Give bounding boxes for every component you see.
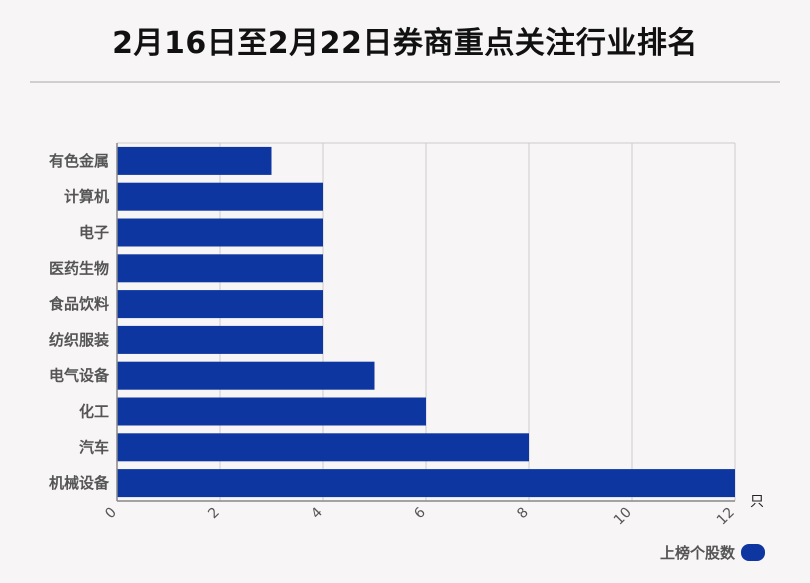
x-unit-label: 只 <box>750 494 764 510</box>
category-label: 医药生物 <box>49 259 109 277</box>
bar <box>117 146 272 175</box>
bar <box>117 361 375 390</box>
x-tick-label: 2 <box>205 505 223 523</box>
category-label: 有色金属 <box>49 152 109 170</box>
x-tick-label: 4 <box>308 504 326 522</box>
bar <box>117 182 323 211</box>
bar <box>117 325 323 354</box>
category-label: 化工 <box>79 403 109 421</box>
chart-title: 2月16日至2月22日券商重点关注行业排名 <box>112 26 698 61</box>
category-label: 食品饮料 <box>49 295 109 313</box>
category-label: 计算机 <box>64 188 109 206</box>
bar <box>117 254 323 283</box>
bar <box>117 397 426 426</box>
x-tick-label: 10 <box>611 505 635 529</box>
category-label: 电气设备 <box>49 367 110 385</box>
bar <box>117 433 529 462</box>
category-label: 汽车 <box>79 438 109 456</box>
x-tick-label: 12 <box>714 505 738 529</box>
bar <box>117 469 735 498</box>
x-tick-label: 8 <box>514 505 532 523</box>
category-label: 纺织服装 <box>49 331 110 349</box>
title-divider <box>30 81 780 83</box>
x-tick-label: 6 <box>411 504 429 522</box>
bar <box>117 218 323 247</box>
legend: 上榜个股数 <box>660 540 766 564</box>
x-tick-label: 0 <box>102 505 120 523</box>
legend-label: 上榜个股数 <box>660 543 736 562</box>
bar <box>117 290 323 319</box>
category-label: 机械设备 <box>49 474 110 492</box>
category-label: 电子 <box>79 224 109 242</box>
legend-swatch <box>741 543 766 561</box>
